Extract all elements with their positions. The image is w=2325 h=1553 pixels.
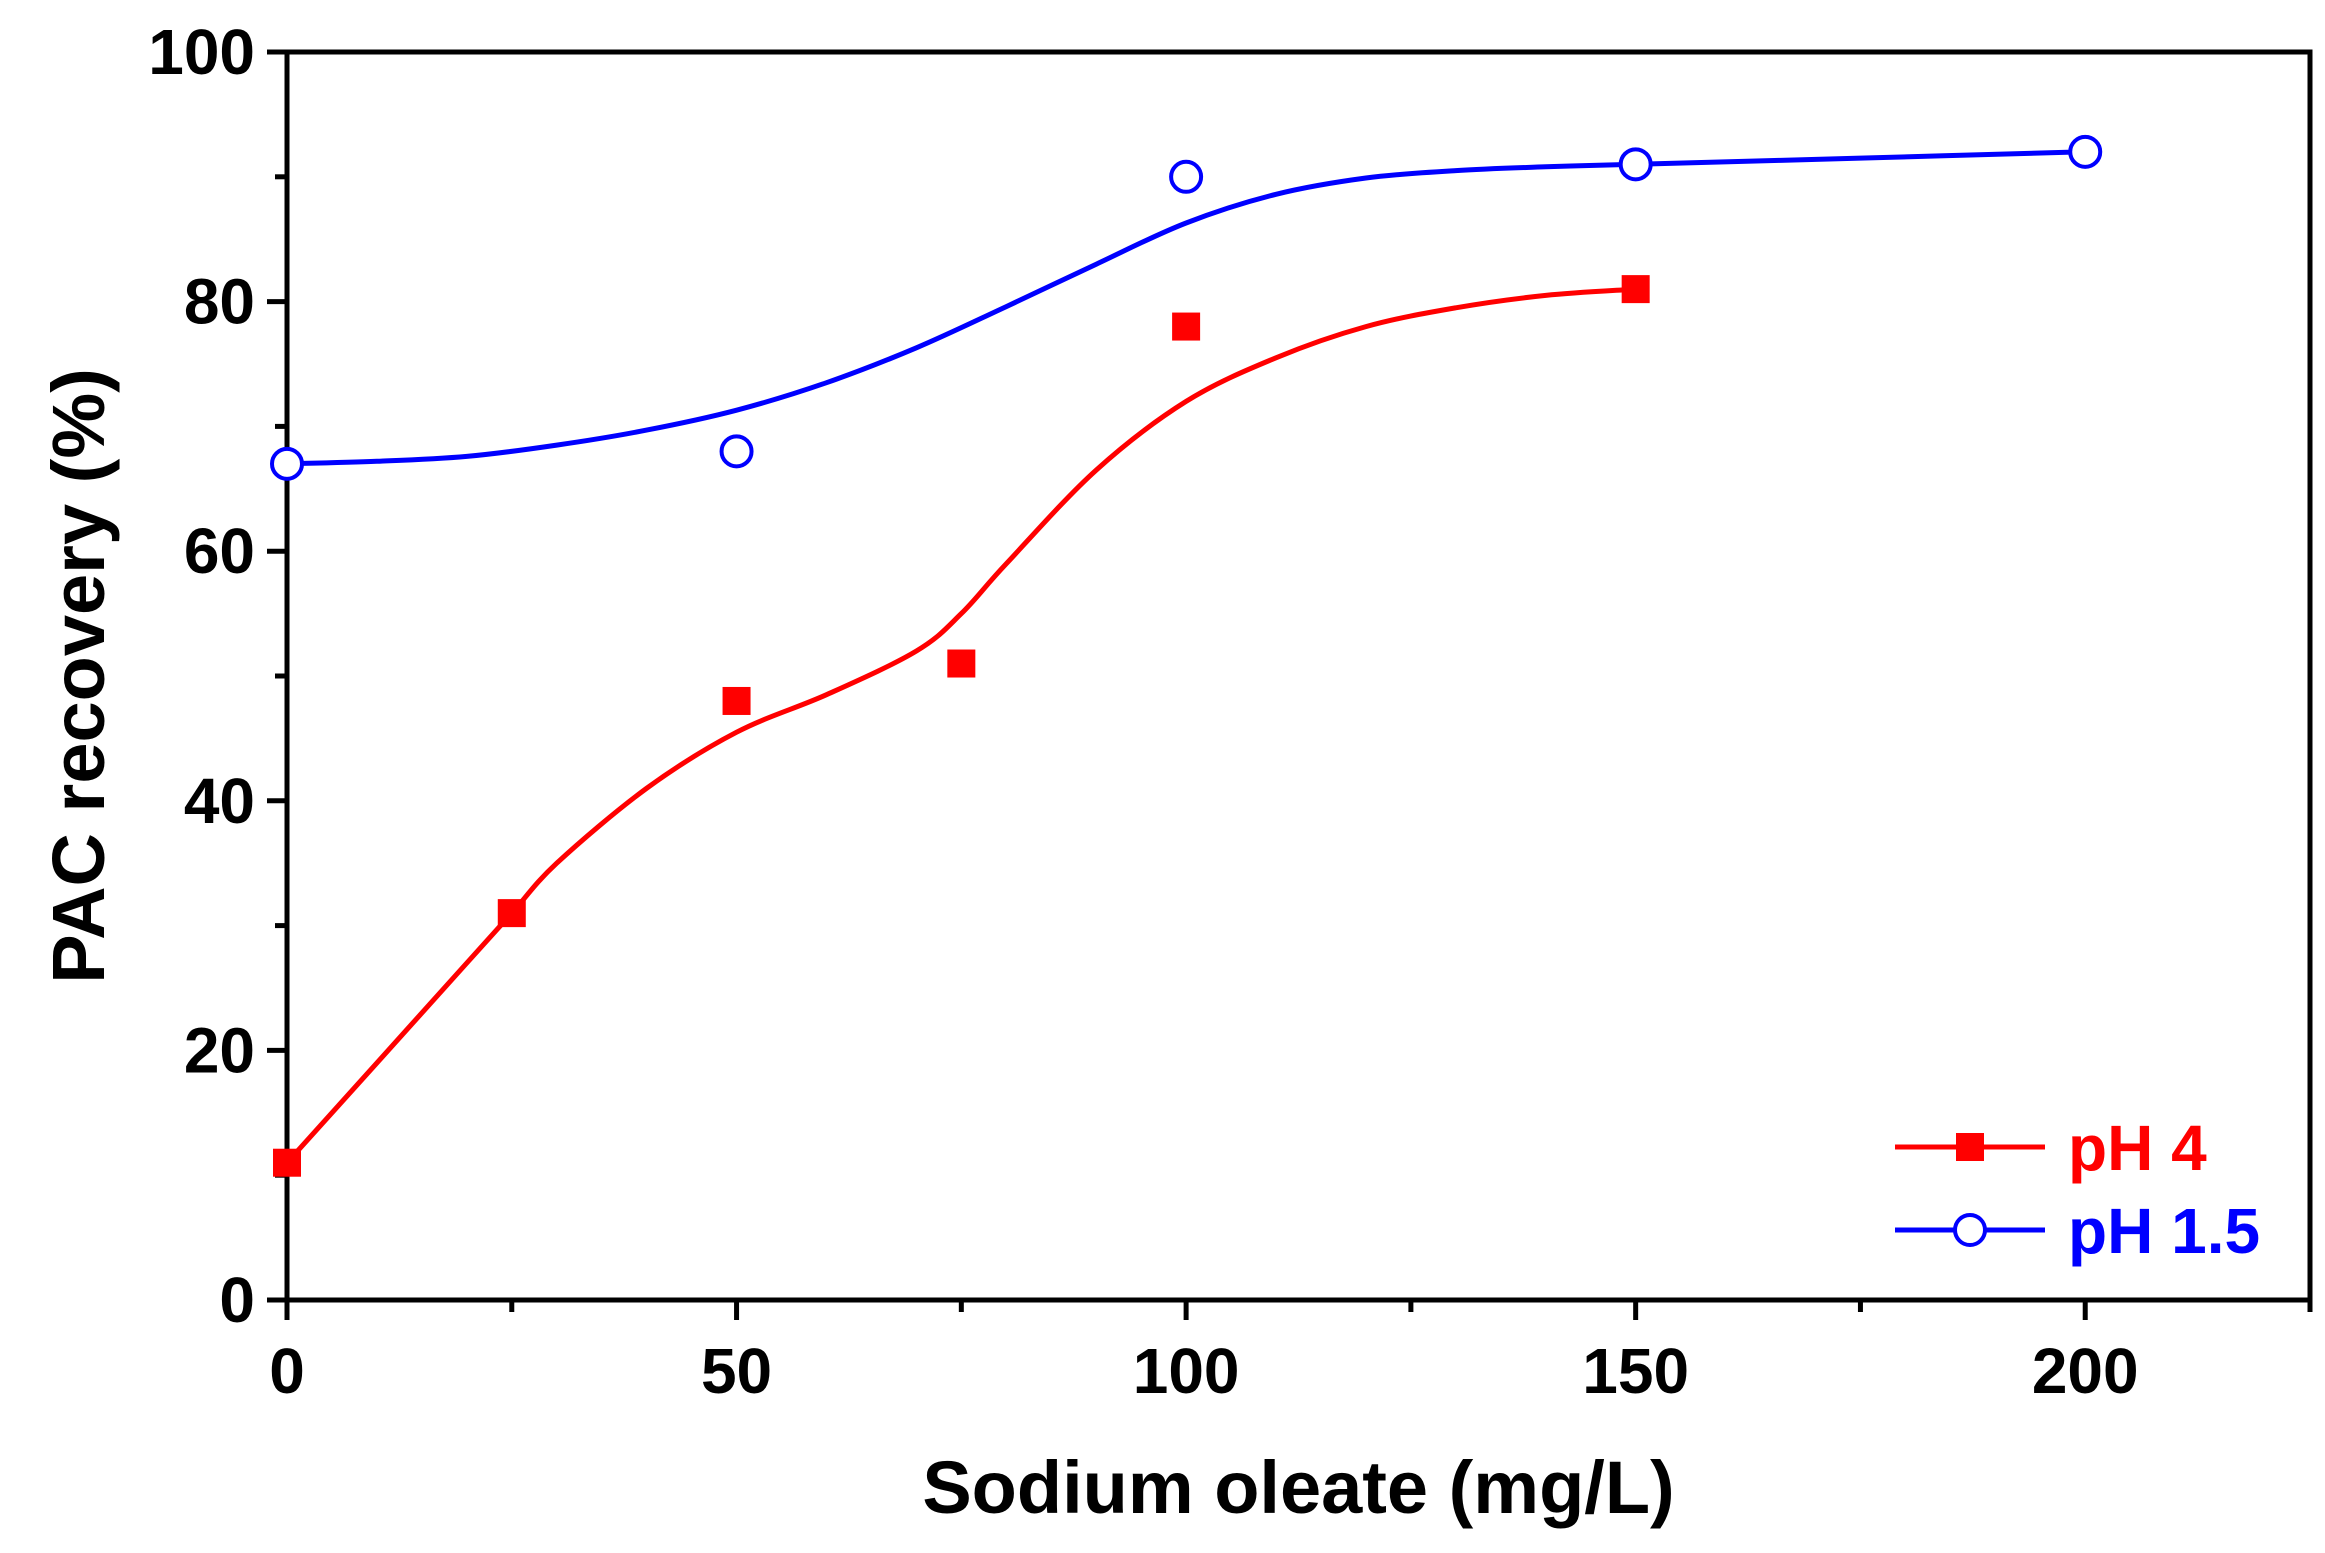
data-point-ph-1-5 (2068, 134, 2103, 169)
data-point-ph-1-5 (1169, 159, 1204, 194)
data-markers (270, 134, 2103, 1177)
y-tick-label: 0 (219, 1264, 255, 1336)
fit-curve-ph-1-5 (286, 149, 2086, 467)
x-tick-label: 0 (269, 1335, 305, 1407)
y-axis-title: PAC recovery (%) (37, 368, 120, 984)
y-axis-tick-labels: 0 20 40 60 80 100 (148, 16, 255, 1336)
data-point-ph-4 (497, 899, 526, 928)
x-axis-tick-labels: 0 50 100 150 200 (269, 1335, 2138, 1407)
y-axis-ticks (267, 49, 287, 1303)
legend-marker-ph-1-5 (1953, 1213, 1987, 1247)
x-tick-label: 200 (2032, 1335, 2139, 1407)
y-tick-label: 80 (184, 266, 255, 338)
data-point-ph-4 (273, 1148, 301, 1177)
x-axis-ticks (284, 1300, 2313, 1320)
y-tick-label: 60 (184, 515, 255, 587)
legend-label-ph-1-5: pH 1.5 (2068, 1195, 2260, 1267)
fit-curve-ph-4 (285, 286, 1636, 1165)
legend-label-ph-4: pH 4 (2068, 1112, 2207, 1184)
fit-curves (285, 149, 2086, 1165)
data-point-ph-4 (1621, 275, 1650, 304)
data-point-ph-4 (947, 649, 976, 678)
legend-marker-ph-4 (1956, 1133, 1984, 1161)
x-tick-label: 50 (701, 1335, 772, 1407)
y-tick-label: 20 (184, 1014, 255, 1086)
data-point-ph-1-5 (270, 446, 304, 481)
x-axis-title: Sodium oleate (mg/L) (922, 1446, 1674, 1529)
x-tick-label: 100 (1133, 1335, 1240, 1407)
data-point-ph-4 (1172, 312, 1201, 341)
y-tick-label: 100 (148, 16, 255, 88)
x-tick-label: 150 (1582, 1335, 1689, 1407)
legend: pH 4 pH 1.5 (1895, 1112, 2260, 1267)
plot-area-border (284, 49, 2313, 1303)
data-point-ph-1-5 (1618, 147, 1653, 182)
plot-frame (284, 49, 2313, 1303)
data-point-ph-4 (722, 686, 751, 715)
data-point-ph-1-5 (719, 434, 754, 469)
y-tick-label: 40 (184, 765, 255, 837)
